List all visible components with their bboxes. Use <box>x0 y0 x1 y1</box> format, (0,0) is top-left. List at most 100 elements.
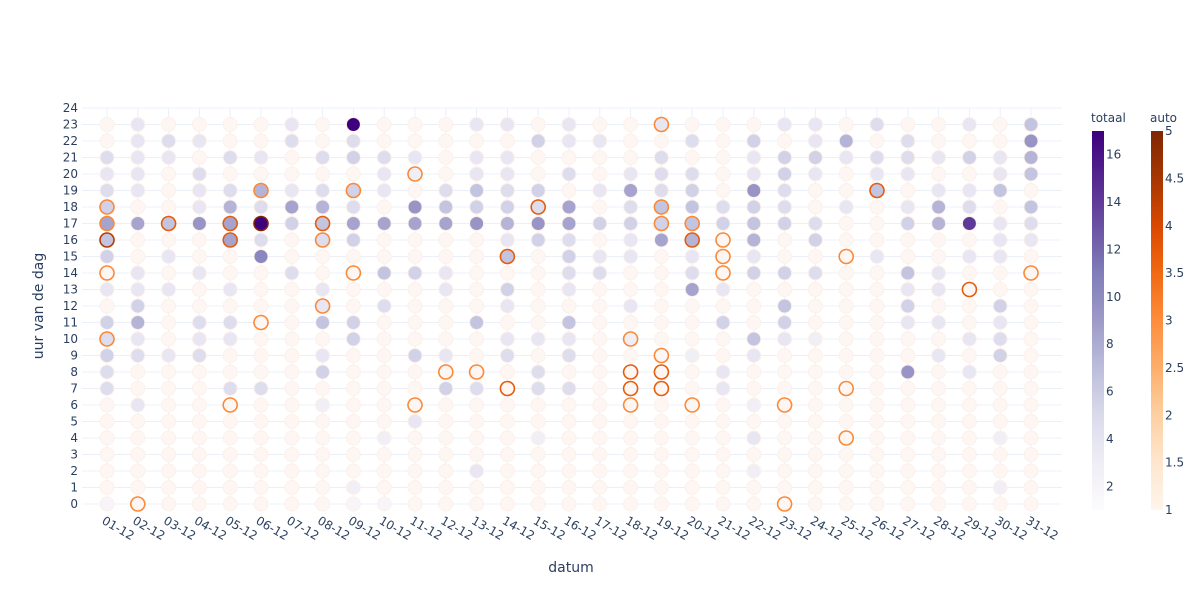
data-point <box>931 315 947 330</box>
data-point <box>746 166 762 182</box>
colorbar-auto-tick: 2 <box>1165 408 1173 422</box>
data-point <box>807 496 823 512</box>
data-point <box>161 381 177 396</box>
y-tick-label: 9 <box>70 349 78 363</box>
data-point <box>807 381 823 396</box>
data-point <box>992 133 1008 149</box>
y-tick-label: 3 <box>70 448 78 462</box>
data-point <box>746 315 762 330</box>
data-point <box>161 364 177 380</box>
y-tick-label: 22 <box>63 134 78 148</box>
data-point <box>376 216 392 231</box>
data-point <box>499 496 515 512</box>
data-point <box>315 265 331 281</box>
data-point <box>561 150 577 165</box>
data-point <box>376 315 392 330</box>
x-tick-label: 20-12 <box>685 513 722 543</box>
data-point <box>284 282 300 297</box>
data-point <box>900 480 916 495</box>
data-point <box>191 117 207 132</box>
data-point <box>407 496 423 512</box>
data-point <box>407 117 423 132</box>
data-point <box>869 282 885 297</box>
data-point <box>961 364 977 380</box>
data-point <box>715 430 731 446</box>
data-point <box>469 496 485 512</box>
data-point <box>623 480 639 495</box>
data-point <box>931 150 947 165</box>
data-point <box>222 348 238 363</box>
data-point <box>869 166 885 182</box>
data-point <box>623 232 639 248</box>
data-point <box>561 298 577 314</box>
data-point <box>130 265 146 281</box>
data-point <box>407 282 423 297</box>
data-point <box>592 381 608 396</box>
data-point <box>992 183 1008 198</box>
data-point <box>1023 348 1039 363</box>
data-point <box>807 265 823 281</box>
data-point <box>253 166 269 182</box>
data-point <box>838 414 854 429</box>
data-point <box>1023 166 1039 182</box>
data-point <box>469 117 485 132</box>
data-point <box>284 414 300 429</box>
data-point <box>777 463 793 479</box>
data-point <box>345 199 361 215</box>
colorbar-auto-tick: 4.5 <box>1165 171 1184 185</box>
data-point <box>561 315 577 330</box>
data-point <box>592 249 608 264</box>
x-tick-label: 15-12 <box>531 513 568 543</box>
data-point <box>191 331 207 347</box>
data-point <box>900 117 916 132</box>
data-point <box>345 315 361 330</box>
data-point <box>530 199 547 215</box>
data-point <box>900 364 916 380</box>
data-point <box>345 265 362 281</box>
data-point <box>222 397 238 413</box>
data-point <box>776 397 793 413</box>
data-point <box>161 414 177 429</box>
data-point <box>653 447 669 462</box>
data-point <box>777 150 793 165</box>
data-point <box>99 199 115 215</box>
data-point <box>530 216 546 231</box>
data-point <box>222 215 238 232</box>
data-point <box>469 381 485 396</box>
data-point <box>499 430 515 446</box>
data-point <box>530 414 546 429</box>
data-point <box>469 166 485 182</box>
colorbar-auto: auto <box>1150 111 1177 510</box>
x-tick-label: 29-12 <box>962 513 999 543</box>
data-point <box>838 430 855 446</box>
markers <box>99 116 1039 512</box>
data-point <box>469 348 485 363</box>
data-point <box>345 414 361 429</box>
data-point <box>746 282 762 297</box>
x-tick-label: 24-12 <box>808 513 845 543</box>
data-point <box>191 463 207 479</box>
data-point <box>284 133 300 149</box>
data-point <box>284 232 300 248</box>
data-point <box>653 133 669 149</box>
data-point <box>869 117 885 132</box>
data-point <box>961 496 977 512</box>
data-point <box>992 381 1008 396</box>
data-point <box>469 232 485 248</box>
data-point <box>777 282 793 297</box>
y-tick-label: 11 <box>63 316 78 330</box>
x-tick-label: 25-12 <box>839 513 876 543</box>
data-point <box>869 447 885 462</box>
data-point <box>992 397 1008 413</box>
data-point <box>592 348 608 363</box>
y-tick-label: 23 <box>63 118 78 132</box>
x-tick-label: 05-12 <box>223 513 260 543</box>
colorbar-auto-tick: 3 <box>1165 314 1173 328</box>
data-point <box>99 298 115 314</box>
data-point <box>99 183 115 198</box>
data-point <box>623 414 639 429</box>
y-tick-label: 12 <box>63 299 78 313</box>
data-point <box>623 463 639 479</box>
data-point <box>900 331 916 347</box>
data-point <box>715 364 731 380</box>
